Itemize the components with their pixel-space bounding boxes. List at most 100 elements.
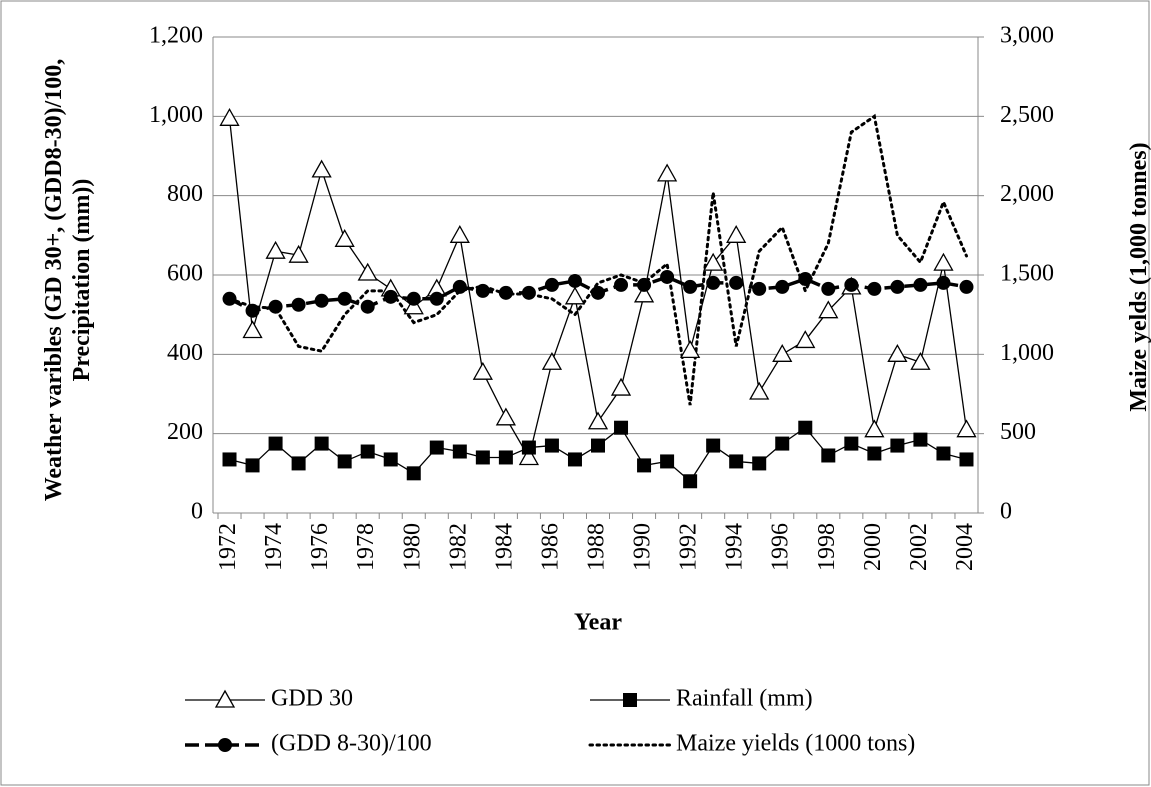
marker bbox=[449, 225, 470, 243]
marker bbox=[567, 452, 582, 467]
marker bbox=[614, 277, 629, 292]
marker bbox=[288, 244, 309, 263]
marker bbox=[218, 738, 232, 752]
marker bbox=[567, 273, 582, 288]
x-tick-label: 1974 bbox=[261, 523, 287, 571]
marker bbox=[752, 281, 767, 296]
marker bbox=[360, 299, 375, 314]
marker bbox=[360, 444, 375, 459]
x-tick-label: 1994 bbox=[722, 523, 748, 571]
marker bbox=[268, 436, 283, 451]
marker bbox=[475, 283, 490, 298]
marker bbox=[656, 163, 678, 182]
y-tick-label: 200 bbox=[167, 419, 203, 445]
marker bbox=[844, 436, 859, 451]
marker bbox=[591, 285, 605, 300]
marker bbox=[913, 277, 928, 292]
marker bbox=[429, 291, 444, 306]
marker bbox=[429, 440, 444, 455]
marker bbox=[775, 436, 790, 451]
y2-tick-label: 2,500 bbox=[1000, 102, 1054, 128]
marker bbox=[291, 456, 306, 471]
marker bbox=[498, 285, 513, 300]
y2-axis-title: Maize yelds (1,000 tonnes) bbox=[1126, 142, 1151, 412]
marker bbox=[623, 693, 637, 707]
marker bbox=[913, 432, 928, 447]
marker bbox=[406, 466, 421, 481]
x-tick-label: 2000 bbox=[860, 523, 886, 571]
marker bbox=[680, 340, 701, 359]
x-tick-label: 1976 bbox=[307, 523, 333, 571]
y2-tick-label: 2,000 bbox=[1000, 181, 1054, 207]
marker bbox=[890, 279, 905, 294]
x-tick-label: 1988 bbox=[584, 523, 610, 571]
marker bbox=[245, 303, 260, 318]
marker bbox=[311, 159, 332, 178]
marker bbox=[521, 440, 536, 455]
marker bbox=[959, 279, 974, 294]
marker bbox=[268, 299, 283, 314]
marker bbox=[518, 447, 540, 466]
marker bbox=[544, 438, 559, 453]
legend-label: Rainfall (mm) bbox=[676, 686, 813, 712]
y-tick-label: 1,200 bbox=[149, 23, 203, 49]
marker bbox=[729, 454, 744, 469]
marker bbox=[821, 448, 836, 463]
marker bbox=[637, 277, 652, 292]
marker bbox=[660, 269, 675, 284]
marker bbox=[498, 450, 513, 465]
y2-tick-label: 500 bbox=[1000, 419, 1036, 445]
marker bbox=[544, 277, 559, 292]
marker bbox=[956, 419, 977, 438]
marker bbox=[729, 275, 744, 290]
marker bbox=[406, 291, 421, 306]
legend-label: GDD 30 bbox=[271, 686, 353, 712]
marker bbox=[475, 450, 490, 465]
legend-item: Maize yields (1000 tons) bbox=[588, 731, 915, 757]
marker bbox=[936, 275, 951, 290]
marker bbox=[818, 300, 839, 319]
x-tick-label: 1990 bbox=[630, 523, 656, 571]
marker bbox=[798, 420, 813, 435]
y2-tick-label: 3,000 bbox=[1000, 23, 1054, 49]
x-tick-label: 1996 bbox=[768, 523, 794, 571]
y-tick-label: 800 bbox=[167, 181, 203, 207]
y2-tick-label: 0 bbox=[1000, 499, 1012, 525]
marker bbox=[521, 285, 536, 300]
marker bbox=[314, 293, 329, 308]
marker bbox=[334, 228, 355, 247]
marker bbox=[660, 454, 675, 469]
marker bbox=[222, 452, 237, 467]
marker bbox=[383, 452, 398, 467]
marker bbox=[867, 446, 882, 461]
legend-label: (GDD 8-30)/100 bbox=[271, 731, 432, 757]
marker bbox=[222, 291, 237, 306]
y-tick-label: 0 bbox=[191, 499, 203, 525]
marker bbox=[683, 279, 698, 294]
y-tick-label: 1,000 bbox=[149, 102, 203, 128]
x-tick-label: 1986 bbox=[537, 523, 563, 571]
marker bbox=[933, 252, 954, 271]
marker bbox=[683, 474, 698, 489]
marker bbox=[591, 438, 605, 453]
x-tick-label: 1998 bbox=[814, 523, 840, 571]
marker bbox=[472, 361, 493, 380]
marker bbox=[495, 407, 516, 426]
marker bbox=[633, 284, 655, 303]
x-tick-label: 1978 bbox=[353, 523, 379, 571]
marker bbox=[314, 436, 329, 451]
marker bbox=[798, 271, 813, 286]
marker bbox=[564, 286, 586, 305]
x-axis-title: Year bbox=[574, 610, 622, 636]
marker bbox=[772, 344, 793, 362]
x-tick-label: 1982 bbox=[445, 523, 471, 571]
marker bbox=[614, 420, 629, 435]
marker bbox=[610, 377, 632, 396]
marker bbox=[265, 240, 286, 259]
legend-item: (GDD 8-30)/100 bbox=[185, 731, 432, 757]
y2-tick-label: 1,500 bbox=[1000, 261, 1054, 287]
series-line bbox=[228, 113, 968, 406]
marker bbox=[867, 281, 882, 296]
